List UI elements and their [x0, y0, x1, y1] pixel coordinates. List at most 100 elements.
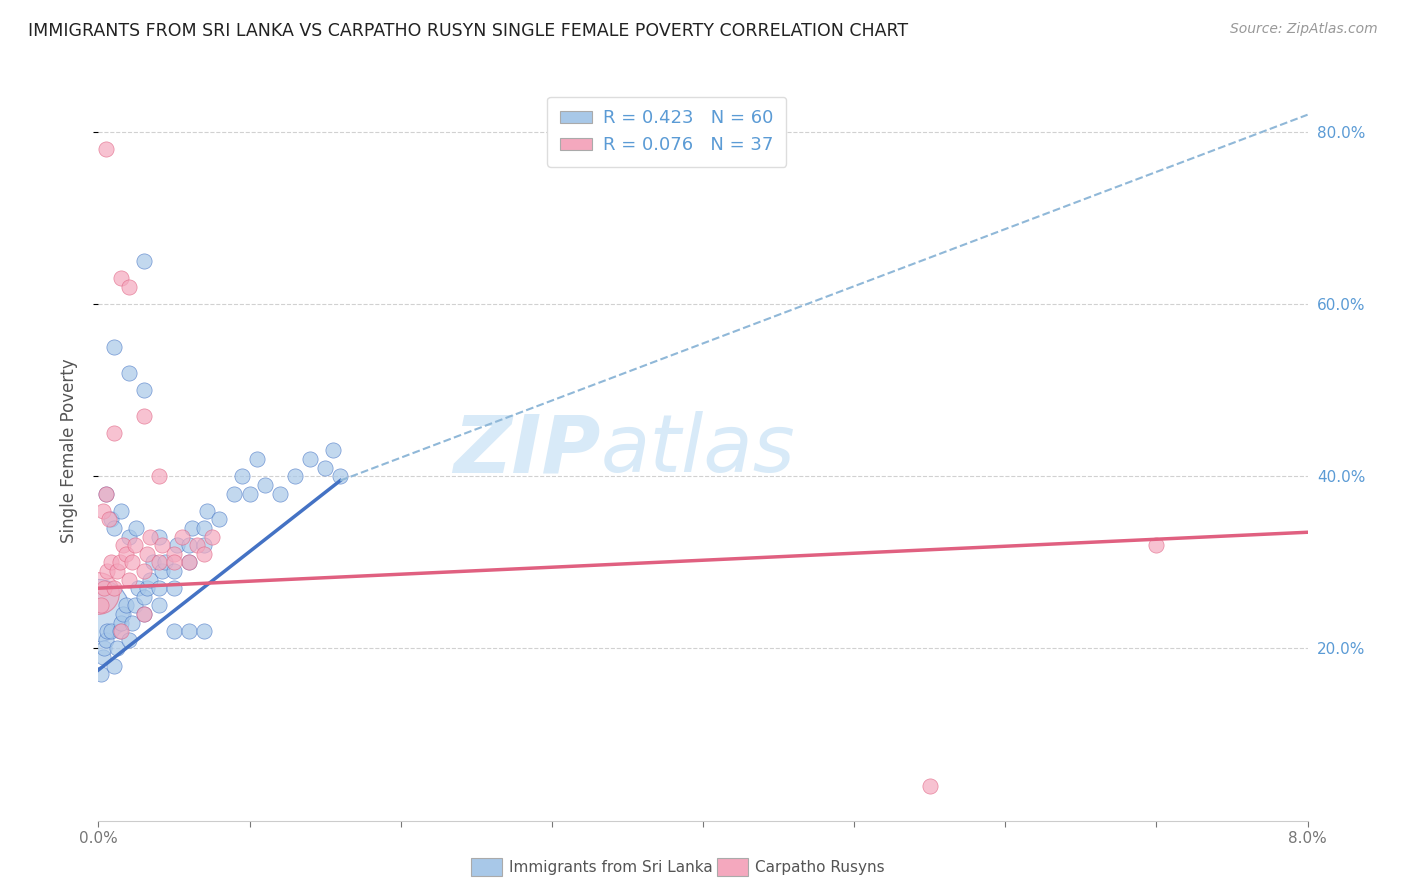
Point: [118, 632, 141, 647]
Point: [118, 530, 141, 544]
Text: atlas: atlas: [600, 411, 794, 490]
Point: [121, 615, 143, 630]
Point: [179, 555, 201, 569]
Point: [163, 555, 186, 569]
Point: [132, 590, 155, 604]
Point: [90, 599, 112, 613]
Point: [111, 607, 134, 621]
Point: [208, 512, 231, 526]
Text: IMMIGRANTS FROM SRI LANKA VS CARPATHO RUSYN SINGLE FEMALE POVERTY CORRELATION CH: IMMIGRANTS FROM SRI LANKA VS CARPATHO RU…: [28, 22, 908, 40]
Point: [150, 564, 173, 578]
Point: [150, 538, 173, 552]
Point: [98, 512, 121, 526]
Point: [193, 624, 215, 639]
Point: [100, 624, 122, 639]
Point: [239, 486, 262, 500]
Point: [110, 504, 132, 518]
Point: [103, 521, 125, 535]
Point: [121, 555, 143, 569]
Point: [124, 599, 146, 613]
Point: [918, 779, 941, 793]
Point: [148, 530, 170, 544]
Point: [253, 478, 276, 492]
Point: [91, 504, 114, 518]
Point: [114, 599, 136, 613]
Point: [224, 486, 246, 500]
Point: [163, 624, 186, 639]
Point: [284, 469, 307, 483]
Point: [132, 564, 155, 578]
Point: [103, 581, 125, 595]
Point: [96, 624, 118, 639]
Point: [94, 142, 117, 156]
Point: [1146, 538, 1168, 552]
Point: [193, 547, 215, 561]
Point: [166, 538, 188, 552]
Point: [314, 460, 336, 475]
Point: [108, 624, 131, 639]
Point: [163, 547, 186, 561]
Point: [105, 641, 128, 656]
Point: [118, 280, 141, 294]
Point: [132, 383, 155, 397]
Point: [135, 547, 157, 561]
Point: [179, 538, 201, 552]
Point: [100, 512, 122, 526]
Point: [132, 254, 155, 268]
Point: [139, 573, 162, 587]
Point: [179, 624, 201, 639]
Point: [329, 469, 352, 483]
Point: [118, 366, 141, 380]
Point: [193, 538, 215, 552]
Point: [110, 624, 132, 639]
Point: [125, 521, 148, 535]
Point: [269, 486, 291, 500]
Point: [195, 504, 218, 518]
Point: [299, 452, 322, 467]
Point: [148, 581, 170, 595]
Point: [87, 585, 110, 599]
Point: [246, 452, 269, 467]
Point: [153, 555, 176, 569]
Point: [142, 555, 165, 569]
Point: [103, 658, 125, 673]
Point: [103, 426, 125, 441]
Point: [103, 340, 125, 354]
Text: Immigrants from Sri Lanka: Immigrants from Sri Lanka: [509, 860, 713, 874]
Point: [231, 469, 253, 483]
Text: Carpatho Rusyns: Carpatho Rusyns: [755, 860, 884, 874]
Point: [322, 443, 344, 458]
Point: [118, 573, 141, 587]
Point: [114, 547, 136, 561]
Point: [170, 530, 193, 544]
Point: [93, 641, 115, 656]
Point: [132, 409, 155, 423]
Point: [181, 521, 204, 535]
Point: [148, 555, 170, 569]
Point: [148, 469, 170, 483]
Point: [93, 581, 115, 595]
Point: [135, 581, 157, 595]
Point: [193, 521, 215, 535]
Point: [163, 581, 186, 595]
Point: [110, 615, 132, 630]
Point: [110, 271, 132, 285]
Point: [148, 599, 170, 613]
Point: [90, 667, 112, 681]
Point: [127, 581, 149, 595]
Point: [91, 650, 114, 665]
Y-axis label: Single Female Poverty: Single Female Poverty: [59, 359, 77, 542]
Point: [94, 632, 117, 647]
Point: [111, 538, 134, 552]
Point: [132, 607, 155, 621]
Point: [163, 564, 186, 578]
Point: [124, 538, 146, 552]
Point: [139, 530, 162, 544]
Point: [87, 603, 110, 617]
Point: [94, 486, 117, 500]
Point: [201, 530, 224, 544]
Point: [100, 555, 122, 569]
Point: [96, 564, 118, 578]
Point: [105, 564, 128, 578]
Point: [94, 486, 117, 500]
